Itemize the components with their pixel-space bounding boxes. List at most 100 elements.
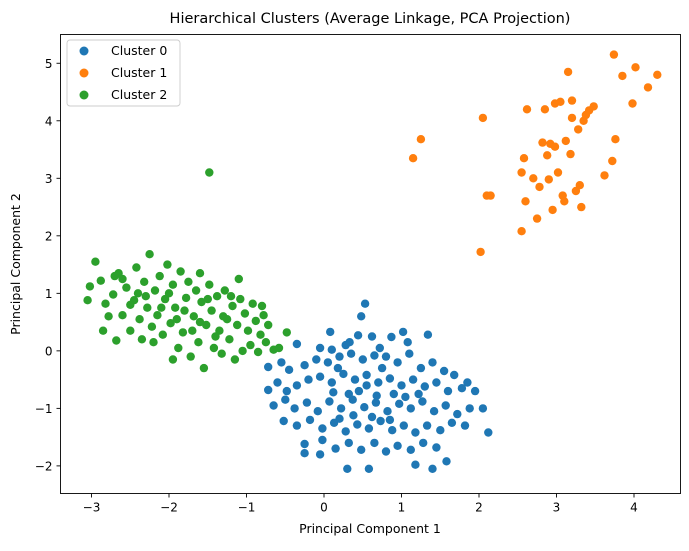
point-cluster-2 — [186, 352, 195, 361]
point-cluster-2 — [264, 320, 273, 330]
point-cluster-1 — [519, 154, 529, 163]
point-cluster-0 — [387, 332, 396, 342]
point-cluster-2 — [118, 311, 127, 320]
point-cluster-2 — [171, 303, 180, 312]
point-cluster-0 — [408, 375, 418, 384]
point-cluster-0 — [418, 397, 427, 406]
point-cluster-2 — [220, 286, 229, 295]
point-cluster-1 — [574, 125, 583, 134]
point-cluster-1 — [486, 191, 495, 200]
y-tick-label: −1 — [35, 402, 53, 416]
point-cluster-2 — [149, 338, 158, 347]
point-cluster-2 — [135, 315, 144, 324]
point-cluster-2 — [234, 274, 243, 284]
point-cluster-2 — [180, 306, 189, 315]
point-cluster-1 — [529, 174, 538, 183]
point-cluster-0 — [398, 327, 408, 337]
point-cluster-0 — [432, 378, 441, 387]
point-cluster-2 — [163, 260, 172, 269]
point-cluster-2 — [251, 316, 260, 326]
point-cluster-0 — [442, 457, 451, 466]
point-cluster-2 — [259, 311, 268, 320]
point-cluster-2 — [101, 299, 110, 308]
point-cluster-2 — [248, 299, 257, 308]
point-cluster-0 — [273, 378, 282, 387]
point-cluster-0 — [401, 392, 410, 402]
points-layer — [83, 50, 662, 473]
point-cluster-0 — [336, 404, 346, 413]
point-cluster-0 — [325, 397, 334, 406]
point-cluster-2 — [164, 289, 174, 298]
point-cluster-2 — [257, 301, 267, 311]
x-tick-label: 0 — [320, 501, 328, 515]
chart-title: Hierarchical Clusters (Average Linkage, … — [170, 11, 571, 27]
point-cluster-2 — [150, 286, 160, 295]
point-cluster-1 — [618, 71, 627, 81]
point-cluster-2 — [240, 309, 250, 318]
point-cluster-1 — [575, 181, 584, 190]
point-cluster-0 — [279, 416, 288, 426]
point-cluster-0 — [344, 438, 353, 448]
point-cluster-0 — [405, 349, 414, 358]
point-cluster-2 — [122, 283, 131, 292]
point-cluster-1 — [608, 156, 617, 166]
point-cluster-1 — [538, 138, 547, 147]
y-axis-label: Principal Component 2 — [8, 193, 23, 335]
point-cluster-2 — [109, 290, 118, 299]
point-cluster-2 — [168, 355, 178, 364]
point-cluster-0 — [411, 460, 420, 469]
y-tick-label: 2 — [45, 229, 53, 243]
point-cluster-2 — [155, 271, 164, 281]
point-cluster-2 — [203, 294, 212, 304]
point-cluster-2 — [195, 317, 205, 327]
point-cluster-0 — [381, 352, 391, 361]
point-cluster-0 — [300, 439, 309, 449]
point-cluster-1 — [416, 135, 426, 144]
x-tick-label: 3 — [553, 501, 561, 515]
y-tick-label: 3 — [45, 172, 53, 186]
point-cluster-0 — [335, 352, 344, 361]
point-cluster-2 — [145, 250, 154, 259]
point-cluster-0 — [353, 420, 362, 429]
point-cluster-0 — [393, 358, 402, 367]
point-cluster-0 — [362, 381, 371, 390]
point-cluster-0 — [339, 369, 348, 379]
point-cluster-0 — [397, 381, 406, 390]
point-cluster-0 — [429, 407, 439, 416]
point-cluster-0 — [432, 443, 441, 452]
point-cluster-1 — [548, 205, 557, 215]
point-cluster-2 — [157, 303, 166, 312]
point-cluster-1 — [476, 247, 485, 257]
point-cluster-2 — [188, 326, 197, 335]
point-cluster-0 — [313, 407, 322, 416]
point-cluster-2 — [174, 343, 183, 353]
point-cluster-2 — [256, 330, 265, 339]
point-cluster-0 — [360, 403, 369, 412]
point-cluster-0 — [385, 374, 395, 383]
point-cluster-2 — [98, 326, 108, 335]
point-cluster-0 — [315, 372, 325, 381]
point-cluster-1 — [543, 151, 552, 160]
point-cluster-0 — [304, 375, 313, 384]
point-cluster-0 — [399, 421, 408, 430]
point-cluster-0 — [284, 365, 294, 374]
point-cluster-2 — [233, 320, 242, 330]
point-cluster-1 — [478, 113, 488, 123]
point-cluster-0 — [292, 339, 302, 349]
point-cluster-0 — [353, 331, 363, 340]
point-cluster-2 — [199, 363, 209, 373]
point-cluster-2 — [126, 300, 135, 309]
point-cluster-0 — [436, 426, 445, 435]
point-cluster-0 — [323, 358, 333, 367]
point-cluster-0 — [381, 447, 391, 456]
point-cluster-1 — [535, 182, 544, 192]
point-cluster-1 — [566, 149, 575, 159]
point-cluster-0 — [447, 418, 457, 427]
point-cluster-0 — [419, 438, 428, 448]
legend-label-cluster-2: Cluster 2 — [111, 87, 167, 102]
point-cluster-0 — [450, 370, 459, 380]
point-cluster-1 — [540, 105, 550, 114]
legend-label-cluster-1: Cluster 1 — [111, 65, 167, 80]
point-cluster-0 — [360, 299, 370, 308]
point-cluster-0 — [453, 409, 462, 419]
